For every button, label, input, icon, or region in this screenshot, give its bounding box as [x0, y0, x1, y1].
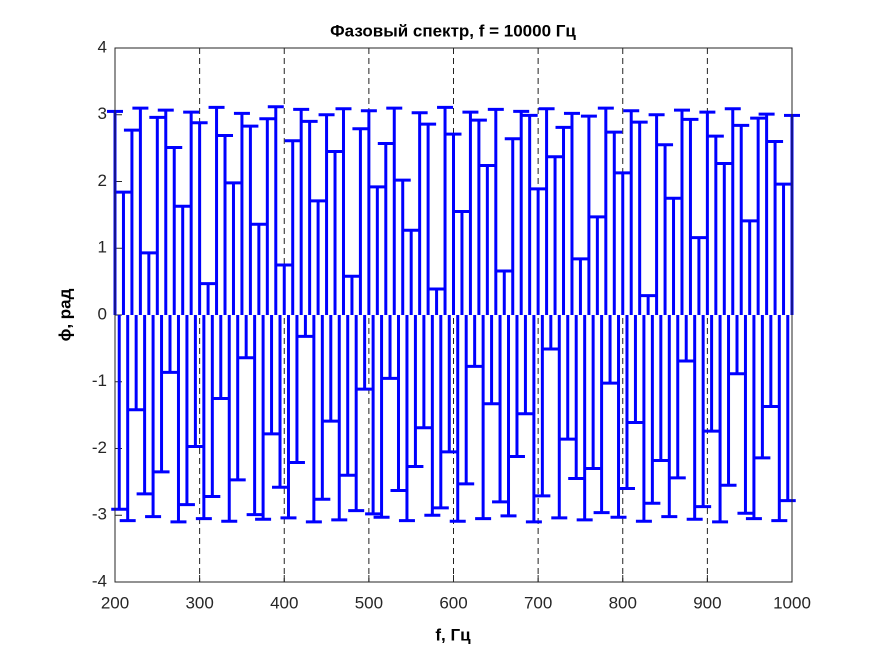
y-axis-label: ϕ, рад [55, 288, 74, 341]
x-tick-label: 200 [101, 593, 129, 612]
x-tick-label: 900 [693, 593, 721, 612]
x-axis-label: f, Гц [435, 625, 471, 644]
y-tick-label: 0 [98, 304, 107, 323]
axes-box [114, 47, 793, 583]
y-tick-label: 3 [98, 104, 107, 123]
x-tick-label: 1000 [773, 593, 811, 612]
x-tick-label: 400 [270, 593, 298, 612]
y-tick-label: 1 [98, 238, 107, 257]
x-tick-label: 800 [609, 593, 637, 612]
y-tick-label: -2 [92, 438, 107, 457]
chart-title: Фазовый спектр, f = 10000 Гц [330, 21, 576, 40]
y-tick-label: -1 [92, 371, 107, 390]
x-tick-label: 600 [439, 593, 467, 612]
x-tick-label: 500 [355, 593, 383, 612]
y-tick-label: -3 [92, 505, 107, 524]
x-tick-label: 300 [185, 593, 213, 612]
y-tick-label: -4 [92, 571, 107, 590]
x-tick-label: 700 [524, 593, 552, 612]
y-tick-label: 2 [98, 171, 107, 190]
y-tick-label: 4 [98, 37, 107, 56]
